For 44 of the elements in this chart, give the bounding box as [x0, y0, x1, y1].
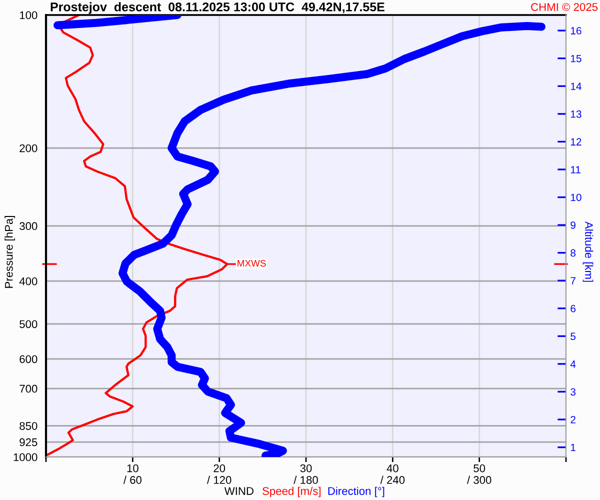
- y2-tick-label: 16: [570, 27, 582, 34]
- y2-tick-label: 3: [570, 388, 576, 396]
- x2-tick-label: / 120: [206, 476, 232, 484]
- y-tick-label: 500: [20, 320, 38, 328]
- y2-tick-label: 13: [570, 110, 582, 118]
- y-tick-label: 700: [20, 384, 38, 393]
- text: Speed [m/s]: [262, 486, 320, 498]
- x2-tick-label: / 180: [294, 476, 318, 484]
- y2-tick-label: 10: [570, 194, 582, 202]
- y-tick-label: 850: [20, 422, 38, 430]
- chart-title: Prostejov descent 08.11.2025 13:00 UTC 49.42N,17.55E: [50, 2, 384, 14]
- x-tick-label: 10: [127, 464, 138, 472]
- x2-tick-label: / 60: [123, 476, 142, 484]
- x-axis-title: WIND: [224, 487, 254, 495]
- y-tick-label: 100: [20, 11, 38, 20]
- y2-tick-label: 2: [570, 416, 576, 424]
- y2-tick-label: 12: [570, 138, 582, 146]
- y-axis-title: Pressure [hPa]: [4, 216, 15, 288]
- y-tick-label: 600: [20, 355, 38, 364]
- text: CHMI © 2025: [531, 3, 598, 11]
- y-tick-label: 925: [20, 438, 38, 446]
- x-tick-label: 40: [386, 464, 398, 472]
- y-tick-label: 200: [20, 144, 38, 152]
- y2-tick-label: 4: [570, 360, 576, 368]
- y2-tick-label: 7: [570, 277, 576, 284]
- y2-tick-label: 9: [570, 222, 576, 229]
- x-tick-label: 50: [474, 464, 486, 472]
- y2-axis-title: Altitude [km]: [582, 221, 594, 282]
- x-tick-label: 30: [300, 464, 312, 472]
- y-tick-label: 1000: [14, 453, 38, 462]
- text: Direction [°]: [328, 486, 384, 498]
- y-tick-label: 300: [20, 222, 38, 230]
- x-tick-label: 20: [214, 464, 226, 472]
- annotation: MXWS: [238, 260, 266, 267]
- y2-tick-label: 14: [570, 82, 582, 90]
- y2-tick-label: 8: [570, 249, 576, 257]
- y2-tick-label: 6: [570, 304, 576, 312]
- y2-tick-label: 1: [570, 444, 576, 452]
- y2-tick-label: 11: [570, 166, 580, 174]
- y2-tick-label: 15: [570, 54, 582, 62]
- y2-tick-label: 5: [570, 332, 576, 340]
- x2-tick-label: / 300: [466, 476, 492, 484]
- x2-tick-label: / 240: [380, 476, 405, 484]
- y-tick-label: 400: [19, 277, 38, 286]
